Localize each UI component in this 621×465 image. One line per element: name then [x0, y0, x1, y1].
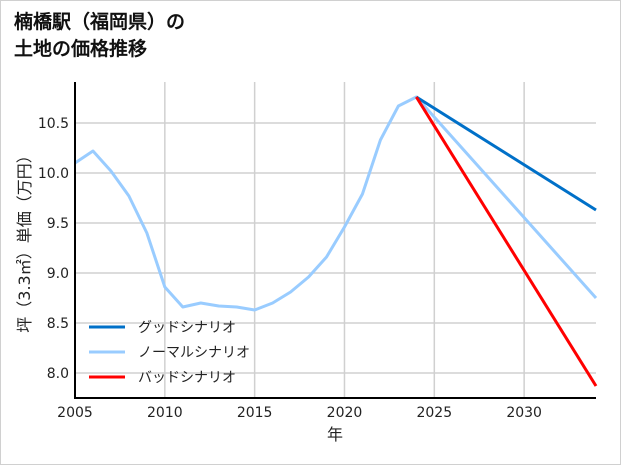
series-line-2	[415, 96, 598, 387]
y-axis-label: 坪（3.3㎡）単価（万円）	[15, 147, 34, 332]
x-tick-label: 2020	[327, 405, 363, 421]
y-tick-label: 9.0	[47, 266, 69, 282]
series-line-0	[415, 95, 597, 212]
y-tick-label: 10.0	[38, 166, 69, 182]
title-line-2: 土地の価格推移	[14, 38, 148, 60]
chart-title: 楠橋駅（福岡県）の 土地の価格推移	[14, 9, 185, 63]
title-line-1: 楠橋駅（福岡県）の	[14, 11, 186, 33]
y-tick-label: 8.5	[47, 316, 69, 332]
legend-label: ノーマルシナリオ	[138, 345, 250, 361]
x-tick-label: 2005	[57, 405, 93, 421]
x-tick-label: 2025	[416, 405, 452, 421]
y-tick-label: 8.0	[47, 366, 69, 382]
legend-label: バッドシナリオ	[138, 370, 236, 386]
x-tick-label: 2030	[506, 405, 542, 421]
x-tick-label: 2010	[147, 405, 183, 421]
series-line-1	[74, 95, 598, 312]
x-tick-label: 2015	[237, 405, 273, 421]
y-tick-label: 9.5	[47, 216, 69, 232]
x-axis-label: 年	[327, 425, 343, 444]
legend-label: グッドシナリオ	[138, 320, 236, 336]
y-tick-label: 10.5	[38, 116, 69, 132]
